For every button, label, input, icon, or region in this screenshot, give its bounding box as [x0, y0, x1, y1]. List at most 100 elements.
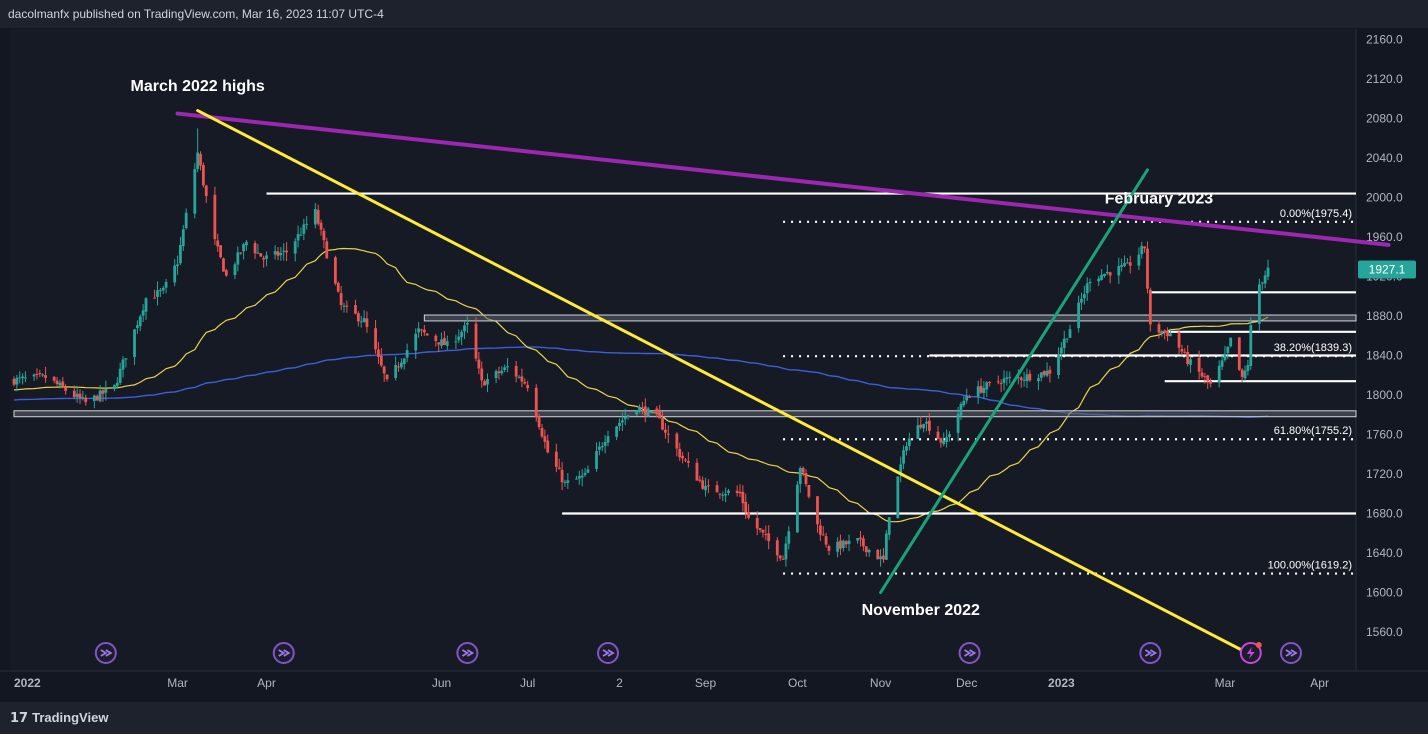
- candle: [35, 368, 39, 380]
- event-marker[interactable]: [1139, 642, 1162, 664]
- candle: [138, 314, 142, 332]
- candle: [1082, 285, 1086, 305]
- candle-body: [265, 255, 268, 259]
- candle-body: [1143, 246, 1147, 249]
- candle-body: [422, 329, 426, 333]
- price-axis-tick-label: 1800.0: [1366, 388, 1403, 402]
- candle-body: [942, 440, 946, 445]
- candle-body: [399, 362, 403, 368]
- candle-body: [296, 234, 300, 241]
- candle-body: [1163, 330, 1167, 333]
- candle: [965, 388, 969, 404]
- candle-body: [554, 451, 558, 467]
- candle: [1065, 338, 1069, 343]
- event-icon: [602, 649, 615, 657]
- candle: [526, 380, 530, 392]
- candle-body: [1082, 294, 1086, 299]
- candle-body: [643, 406, 647, 416]
- candle: [414, 328, 418, 360]
- candle-body: [1125, 262, 1129, 264]
- candle-body: [483, 381, 487, 386]
- candle-body: [477, 359, 481, 369]
- candle: [597, 441, 601, 456]
- candle: [867, 548, 871, 557]
- tradingview-logo[interactable]: 17 TradingView: [10, 710, 108, 726]
- candle-body: [1108, 272, 1112, 276]
- price-axis-tick-label: 1600.0: [1366, 586, 1403, 600]
- candle: [586, 465, 590, 473]
- candle: [115, 377, 119, 389]
- candle: [121, 356, 125, 378]
- candle: [1246, 359, 1250, 376]
- candle: [959, 401, 963, 421]
- candle: [620, 412, 624, 431]
- candle: [201, 162, 205, 188]
- price-axis[interactable]: 1560.0 1600.0 1640.0 1680.0 1720.0 1760.0 1800…: [1355, 29, 1403, 671]
- candle: [956, 406, 960, 442]
- candle-body: [38, 373, 42, 375]
- last-price-badge[interactable]: 1927.1: [1358, 260, 1416, 279]
- candle: [1186, 345, 1190, 367]
- candle-body: [342, 305, 346, 307]
- candle: [641, 401, 644, 415]
- footer-bar: 17 TradingView: [0, 702, 1428, 734]
- candle-body: [520, 376, 524, 382]
- candle-body: [233, 264, 237, 276]
- candle-body: [213, 194, 217, 240]
- candles-group: [12, 128, 1270, 567]
- candle-body: [454, 341, 458, 343]
- candle-body: [704, 485, 707, 491]
- candle: [196, 128, 200, 173]
- time-axis[interactable]: 2022 Mar Apr Jun Jul 2 Sep Oct Nov Dec 2023 Mar Apr: [0, 670, 1428, 690]
- candle-body: [55, 380, 59, 385]
- event-marker[interactable]: [94, 642, 117, 664]
- event-marker[interactable]: [597, 642, 619, 664]
- candle: [698, 475, 702, 483]
- event-marker[interactable]: [272, 642, 295, 664]
- candle: [164, 278, 168, 294]
- candle-body: [1008, 377, 1012, 379]
- candle: [463, 320, 466, 340]
- candle: [184, 208, 188, 230]
- plot-area[interactable]: [10, 29, 1356, 671]
- candle: [385, 374, 389, 382]
- candle: [1209, 378, 1213, 388]
- candle: [1005, 371, 1009, 386]
- candle: [1128, 255, 1132, 274]
- candle-body: [764, 534, 768, 536]
- candle-body: [1025, 374, 1029, 381]
- candle: [417, 322, 421, 338]
- price-axis-tick-label: 2040.0: [1366, 151, 1403, 165]
- candle-body: [222, 258, 225, 272]
- candle-body: [925, 421, 928, 424]
- candle: [618, 418, 621, 431]
- candle: [1039, 372, 1043, 382]
- candle: [534, 384, 538, 422]
- candle: [1059, 342, 1063, 360]
- candle-body: [1223, 353, 1227, 360]
- event-marker-highlighted[interactable]: [1239, 642, 1262, 664]
- candle: [55, 376, 59, 386]
- event-marker[interactable]: [958, 642, 981, 664]
- candle-body: [1266, 267, 1270, 277]
- candle: [540, 424, 544, 439]
- candle: [781, 555, 785, 560]
- candle: [1028, 370, 1032, 382]
- candle-body: [681, 455, 685, 459]
- candle-body: [345, 305, 349, 307]
- candle: [486, 373, 489, 393]
- candle: [701, 476, 705, 490]
- candle: [322, 228, 326, 249]
- candle-body: [394, 364, 398, 379]
- candle-body: [141, 310, 145, 316]
- event-marker[interactable]: [456, 642, 479, 664]
- candle-body: [1002, 378, 1006, 383]
- candle: [1068, 324, 1072, 338]
- candle-body: [615, 426, 619, 437]
- candle-body: [196, 152, 200, 170]
- candle: [494, 369, 498, 384]
- candle-body: [861, 538, 865, 547]
- candle-body: [397, 366, 400, 368]
- event-marker[interactable]: [1279, 642, 1302, 664]
